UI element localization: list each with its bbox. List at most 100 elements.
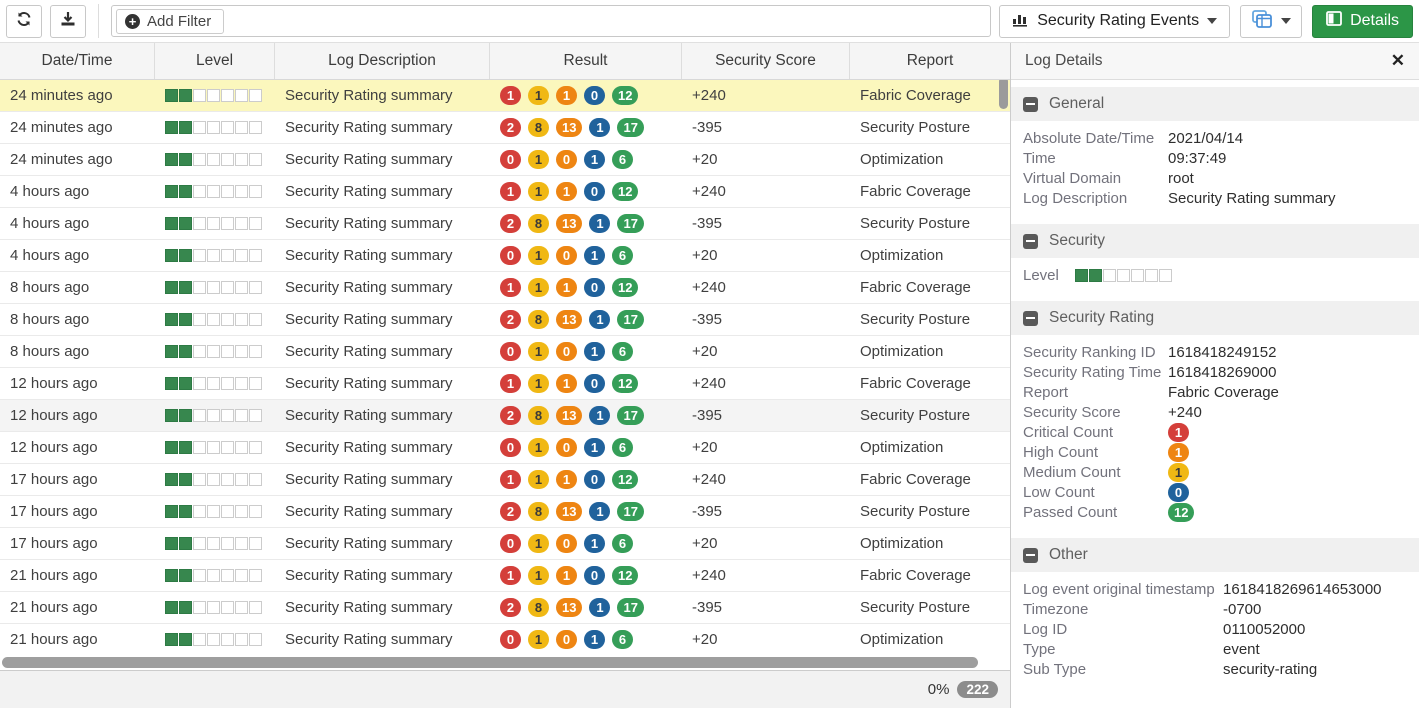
level-segment — [165, 600, 178, 614]
detail-value: -0700 — [1223, 600, 1262, 618]
section-header-security[interactable]: Security — [1011, 224, 1419, 258]
close-icon[interactable]: ✕ — [1390, 51, 1405, 70]
level-segment — [179, 536, 192, 550]
table-row[interactable]: 24 minutes ago Security Rating summary 1 1 1… — [0, 79, 1010, 112]
detail-value: +240 — [1168, 403, 1202, 421]
table-row[interactable]: 24 minutes ago Security Rating summary 2 8 1… — [0, 111, 1010, 144]
table-row[interactable]: 8 hours ago Security Rating summary 0 1 0 1 6 +… — [0, 335, 1010, 368]
toolbar-separator — [98, 4, 99, 38]
cell-report: Optimization — [860, 150, 944, 168]
cell-report: Security Posture — [860, 118, 971, 136]
column-header-level[interactable]: Level — [155, 43, 275, 79]
table-row[interactable]: 21 hours ago Security Rating summary 0 1 0 1 6… — [0, 623, 1010, 655]
collapse-icon[interactable] — [1023, 233, 1038, 249]
table-row[interactable]: 12 hours ago Security Rating summary 2 8 13 1… — [0, 399, 1010, 432]
cell-security-score: +20 — [692, 342, 718, 360]
cell-report: Fabric Coverage — [860, 278, 971, 296]
low-count-badge: 1 — [589, 213, 611, 233]
level-segment — [235, 632, 248, 646]
download-button[interactable] — [50, 4, 86, 38]
level-segment — [193, 408, 206, 422]
level-segment — [179, 600, 192, 614]
table-row[interactable]: 12 hours ago Security Rating summary 0 1 0 1 6… — [0, 431, 1010, 464]
detail-row: Security Score +240 — [1023, 402, 1419, 422]
table-row[interactable]: 24 minutes ago Security Rating summary 0 1 0… — [0, 143, 1010, 176]
refresh-button[interactable] — [6, 4, 42, 38]
level-segment — [235, 248, 248, 262]
table-row[interactable]: 4 hours ago Security Rating summary 2 8 13 1 1… — [0, 207, 1010, 240]
toolbar: + Add Filter Security Rating Events Deta… — [0, 0, 1419, 42]
column-header-date-time[interactable]: Date/Time — [0, 43, 155, 79]
section-header-general[interactable]: General — [1011, 87, 1419, 121]
high-count-badge: 0 — [556, 437, 577, 457]
level-segment — [165, 344, 178, 358]
table-row[interactable]: 8 hours ago Security Rating summary 2 8 13 1 1… — [0, 303, 1010, 336]
column-header-security-score[interactable]: Security Score — [682, 43, 850, 79]
high-count-badge: 1 — [556, 85, 577, 105]
table-row[interactable]: 17 hours ago Security Rating summary 2 8 13 1… — [0, 495, 1010, 528]
result-badges: 2 8 13 1 17 — [500, 405, 644, 425]
table-row[interactable]: 17 hours ago Security Rating summary 0 1 0 1 6… — [0, 527, 1010, 560]
table-row[interactable]: 12 hours ago Security Rating summary 1 1 1 0 1… — [0, 367, 1010, 400]
cell-security-score: -395 — [692, 406, 723, 424]
horizontal-scrollbar[interactable] — [2, 656, 978, 668]
level-segment — [235, 312, 248, 326]
high-count-badge: 13 — [556, 597, 583, 617]
section-header-other[interactable]: Other — [1011, 538, 1419, 572]
level-segment — [221, 600, 234, 614]
result-badges: 1 1 1 0 12 — [500, 181, 639, 201]
filter-search-bar[interactable]: + Add Filter — [111, 5, 992, 37]
table-row[interactable]: 21 hours ago Security Rating summary 2 8 13 1… — [0, 591, 1010, 624]
cell-level — [155, 496, 275, 527]
cell-log-description: Security Rating summary — [285, 310, 453, 328]
table-row[interactable]: 8 hours ago Security Rating summary 1 1 1 0 12… — [0, 271, 1010, 304]
level-bar — [165, 152, 262, 166]
add-filter-button[interactable]: + Add Filter — [116, 8, 225, 34]
cell-datetime: 12 hours ago — [10, 438, 98, 456]
level-segment — [193, 568, 206, 582]
column-header-log-description[interactable]: Log Description — [275, 43, 490, 79]
high-count-badge: 1 — [556, 373, 577, 393]
table-row[interactable]: 4 hours ago Security Rating summary 0 1 0 1 6 +… — [0, 239, 1010, 272]
high-count-badge: 13 — [556, 309, 583, 329]
section-header-security-rating[interactable]: Security Rating — [1011, 301, 1419, 335]
cell-level — [155, 304, 275, 335]
cell-log-description: Security Rating summary — [285, 502, 453, 520]
table-row[interactable]: 17 hours ago Security Rating summary 1 1 1 0 1… — [0, 463, 1010, 496]
level-segment — [249, 344, 262, 358]
cell-result: 1 1 1 0 12 — [490, 560, 682, 591]
passed-count-badge: 12 — [1168, 502, 1195, 522]
medium-count-badge: 1 — [528, 181, 549, 201]
critical-count-badge: 0 — [500, 149, 521, 169]
cell-report: Security Posture — [860, 598, 971, 616]
horizontal-scrollbar-track — [0, 654, 1010, 671]
detail-value: 0110052000 — [1223, 620, 1306, 638]
level-segment — [193, 216, 206, 230]
column-header-report[interactable]: Report — [906, 51, 954, 69]
collapse-icon[interactable] — [1023, 310, 1038, 326]
vertical-scrollbar[interactable] — [999, 79, 1008, 109]
level-segment — [221, 440, 234, 454]
level-segment — [179, 120, 192, 134]
level-bar — [165, 184, 262, 198]
column-header-result[interactable]: Result — [490, 43, 682, 79]
level-segment — [235, 600, 248, 614]
table-row[interactable]: 4 hours ago Security Rating summary 1 1 1 0 12… — [0, 175, 1010, 208]
level-bar — [165, 504, 262, 518]
view-style-dropdown[interactable] — [1240, 4, 1303, 38]
table-row[interactable]: 21 hours ago Security Rating summary 1 1 1 0 1… — [0, 559, 1010, 592]
level-segment — [249, 600, 262, 614]
collapse-icon[interactable] — [1023, 547, 1038, 563]
level-segment — [249, 312, 262, 326]
section-rows: Absolute Date/Time 2021/04/14 Time 09:37:49… — [1011, 121, 1419, 217]
details-toggle-button[interactable]: Details — [1312, 4, 1413, 38]
passed-count-badge: 6 — [612, 245, 633, 265]
event-type-dropdown[interactable]: Security Rating Events — [999, 4, 1231, 38]
result-badges: 2 8 13 1 17 — [500, 501, 644, 521]
level-segment — [207, 280, 220, 294]
detail-row: Sub Type security-rating — [1023, 659, 1419, 679]
collapse-icon[interactable] — [1023, 96, 1038, 112]
log-table-area: Date/Time Level Log Description Result Secur… — [0, 43, 1011, 708]
critical-count-badge: 2 — [500, 405, 521, 425]
